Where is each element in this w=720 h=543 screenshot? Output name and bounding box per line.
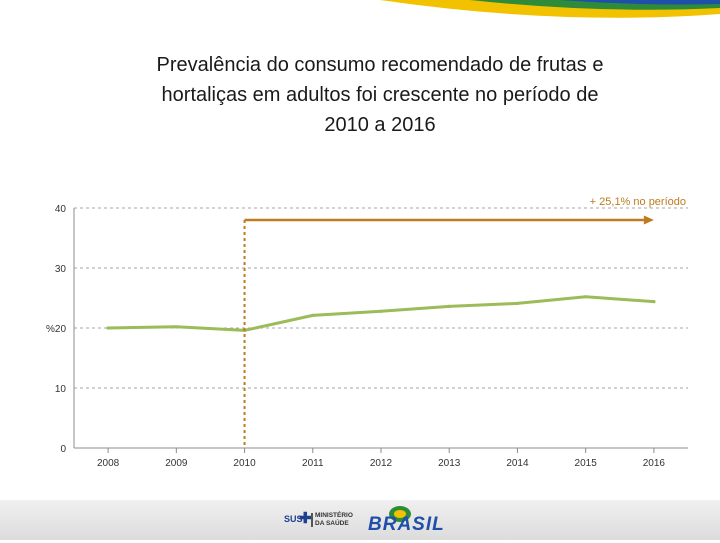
x-tick-label: 2014 bbox=[506, 458, 529, 469]
brasil-logo: BRASIL bbox=[360, 504, 444, 538]
y-tick-label: 0 bbox=[60, 444, 66, 455]
globe-icon bbox=[389, 506, 411, 522]
annotation-arrowhead bbox=[643, 215, 654, 225]
x-tick-label: 2008 bbox=[97, 458, 120, 469]
top-decoration-stripe bbox=[380, 0, 720, 18]
title-line-2: hortaliças em adultos foi crescente no p… bbox=[161, 84, 599, 106]
x-tick-label: 2009 bbox=[165, 458, 188, 469]
title-line-1: Prevalência do consumo recomendado de fr… bbox=[156, 54, 604, 76]
sus-logo: SUS bbox=[284, 514, 303, 524]
data-point bbox=[174, 325, 178, 329]
y-tick-label: 40 bbox=[55, 204, 67, 215]
footer-bar: SUS ✚ MINISTÉRIO DA SAÚDE BRASIL bbox=[0, 500, 720, 540]
data-point bbox=[447, 304, 451, 308]
x-tick-label: 2012 bbox=[370, 458, 393, 469]
x-tick-label: 2016 bbox=[643, 458, 666, 469]
x-tick-label: 2011 bbox=[302, 458, 324, 469]
y-tick-label: 10 bbox=[55, 384, 67, 395]
data-point bbox=[311, 313, 315, 317]
cross-icon: ✚ bbox=[299, 510, 312, 527]
y-tick-label: %20 bbox=[46, 324, 66, 335]
annotation-label: + 25,1% no período bbox=[590, 196, 686, 208]
line-chart: 0 10 %20 30 40 2008 2009 2010 2011 2012 2013 2014 20… bbox=[46, 196, 688, 469]
data-point bbox=[106, 326, 110, 330]
data-point bbox=[515, 301, 520, 305]
x-tick-label: 2015 bbox=[575, 458, 598, 469]
title-line-3: 2010 a 2016 bbox=[324, 114, 436, 136]
data-point bbox=[584, 295, 588, 299]
brasil-wordmark: BRASIL bbox=[368, 514, 445, 535]
ministerio-logo: MINISTÉRIO DA SAÚDE bbox=[315, 512, 353, 527]
x-tick-label: 2010 bbox=[233, 458, 256, 469]
data-point bbox=[652, 300, 656, 304]
y-tick-label: 30 bbox=[55, 264, 67, 275]
ministerio-line-2: DA SAÚDE bbox=[315, 519, 349, 527]
x-tick-label: 2013 bbox=[438, 458, 461, 469]
chart-title: Prevalência do consumo recomendado de fr… bbox=[60, 50, 700, 140]
ministerio-divider bbox=[311, 513, 313, 527]
data-point bbox=[379, 309, 383, 313]
ministerio-line-1: MINISTÉRIO bbox=[315, 512, 353, 519]
series-line bbox=[106, 295, 656, 332]
